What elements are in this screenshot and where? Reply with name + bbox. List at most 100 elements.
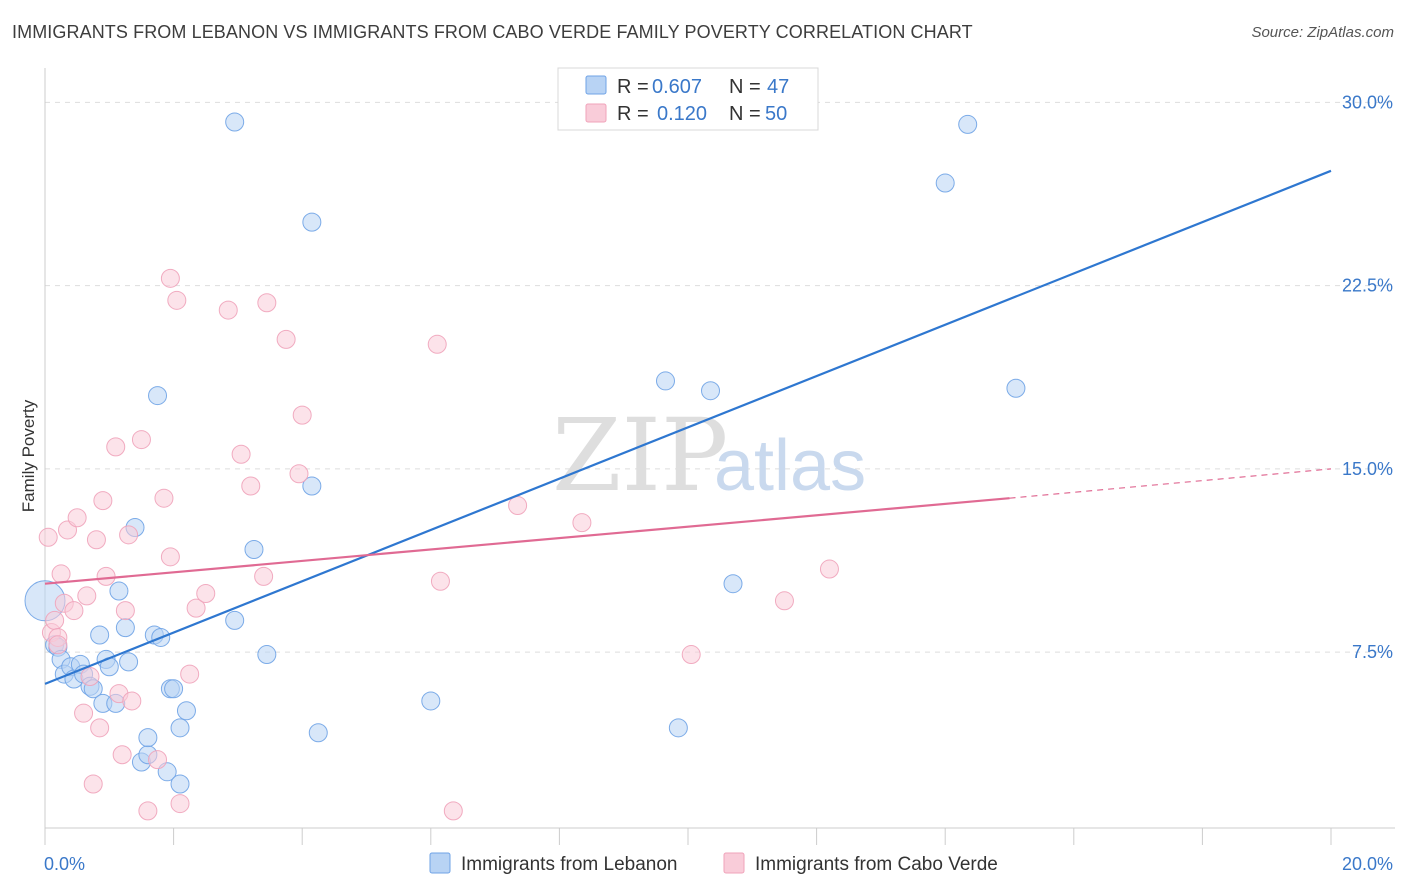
legend-r-label: R =	[617, 76, 649, 98]
point-cabo-verde	[83, 774, 103, 794]
point-lebanon	[176, 701, 196, 721]
point-cabo-verde	[681, 645, 701, 665]
point-cabo-verde	[38, 527, 58, 547]
point-lebanon	[302, 476, 322, 496]
watermark-zip: ZIP	[552, 397, 728, 514]
legend-n-value: 50	[765, 103, 787, 125]
point-cabo-verde	[160, 268, 180, 288]
point-cabo-verde	[138, 801, 158, 821]
point-cabo-verde	[148, 750, 168, 770]
point-cabo-verde	[254, 566, 274, 586]
point-cabo-verde	[96, 566, 116, 586]
point-cabo-verde	[77, 586, 97, 606]
point-cabo-verde	[160, 547, 180, 567]
point-lebanon	[244, 539, 264, 559]
point-cabo-verde	[774, 591, 794, 611]
legend-box: R = 0.607 N = 47 R = 0.120 N = 50	[557, 67, 819, 131]
point-cabo-verde	[430, 571, 450, 591]
bottom-legend-label-cabo-verde: Immigrants from Cabo Verde	[755, 854, 998, 875]
legend-r-value: 0.120	[657, 103, 707, 125]
point-lebanon	[935, 173, 955, 193]
point-lebanon	[421, 691, 441, 711]
point-cabo-verde	[122, 691, 142, 711]
point-cabo-verde	[819, 559, 839, 579]
point-cabo-verde	[80, 667, 100, 687]
point-cabo-verde	[86, 530, 106, 550]
point-lebanon	[723, 574, 743, 594]
point-cabo-verde	[196, 583, 216, 603]
point-cabo-verde	[45, 610, 65, 630]
point-cabo-verde	[292, 405, 312, 425]
point-lebanon	[257, 645, 277, 665]
watermark-atlas: atlas	[714, 426, 866, 506]
legend-n-value: 47	[767, 76, 789, 98]
y-axis-label: Family Poverty	[19, 399, 38, 512]
bottom-legend: Immigrants from Lebanon Immigrants from …	[429, 852, 998, 875]
point-cabo-verde	[572, 513, 592, 533]
point-lebanon	[1006, 378, 1026, 398]
point-lebanon	[308, 723, 328, 743]
point-cabo-verde	[48, 635, 68, 655]
point-cabo-verde	[257, 293, 277, 313]
point-lebanon	[115, 618, 135, 638]
point-cabo-verde	[67, 508, 87, 528]
point-lebanon	[668, 718, 688, 738]
point-cabo-verde	[115, 601, 135, 621]
point-cabo-verde	[443, 801, 463, 821]
point-lebanon	[701, 381, 721, 401]
point-cabo-verde	[154, 488, 174, 508]
point-cabo-verde	[241, 476, 261, 496]
y-tick-label: 30.0%	[1342, 92, 1393, 112]
points-layer	[24, 112, 1026, 821]
watermark: ZIP atlas	[552, 397, 866, 514]
point-cabo-verde	[186, 598, 206, 618]
y-tick-label: 7.5%	[1352, 642, 1393, 662]
point-lebanon	[119, 652, 139, 672]
point-cabo-verde	[112, 745, 132, 765]
point-cabo-verde	[93, 491, 113, 511]
bottom-legend-swatch-cabo-verde	[723, 852, 745, 874]
legend-n-label: N =	[729, 103, 761, 125]
point-cabo-verde	[231, 444, 251, 464]
y-tick-label: 22.5%	[1342, 276, 1393, 296]
axis-layer	[44, 68, 1395, 845]
point-cabo-verde	[131, 430, 151, 450]
point-cabo-verde	[218, 300, 238, 320]
trend-layer	[44, 169, 1332, 685]
point-lebanon	[958, 114, 978, 134]
point-lebanon	[164, 679, 184, 699]
point-cabo-verde	[74, 703, 94, 723]
point-cabo-verde	[167, 290, 187, 310]
point-cabo-verde	[180, 664, 200, 684]
point-lebanon	[148, 386, 168, 406]
point-lebanon	[655, 371, 675, 391]
point-lebanon	[138, 728, 158, 748]
legend-r-value: 0.607	[652, 76, 702, 98]
point-cabo-verde	[508, 496, 528, 516]
point-lebanon	[302, 212, 322, 232]
legend-swatch-lebanon	[585, 75, 607, 95]
tick-labels: 7.5% 15.0% 22.5% 30.0% 0.0% 20.0%	[44, 92, 1393, 874]
point-lebanon	[225, 112, 245, 132]
trendline-lebanon	[44, 169, 1332, 685]
legend-r-label: R =	[617, 103, 649, 125]
legend-swatch-cabo-verde	[585, 103, 607, 123]
point-cabo-verde	[90, 718, 110, 738]
bottom-legend-swatch-lebanon	[429, 852, 451, 874]
point-cabo-verde	[106, 437, 126, 457]
y-tick-label: 15.0%	[1342, 459, 1393, 479]
legend-n-label: N =	[729, 76, 761, 98]
bottom-legend-label-lebanon: Immigrants from Lebanon	[461, 854, 678, 875]
point-cabo-verde	[170, 794, 190, 814]
point-cabo-verde	[289, 464, 309, 484]
point-lebanon	[225, 610, 245, 630]
point-lebanon	[170, 774, 190, 794]
x-tick-label: 0.0%	[44, 854, 85, 874]
x-tick-label: 20.0%	[1342, 854, 1393, 874]
trendline-cabo-verde	[44, 497, 1010, 585]
point-cabo-verde	[119, 525, 139, 545]
chart-title: IMMIGRANTS FROM LEBANON VS IMMIGRANTS FR…	[12, 22, 973, 42]
point-cabo-verde	[276, 329, 296, 349]
point-lebanon	[170, 718, 190, 738]
